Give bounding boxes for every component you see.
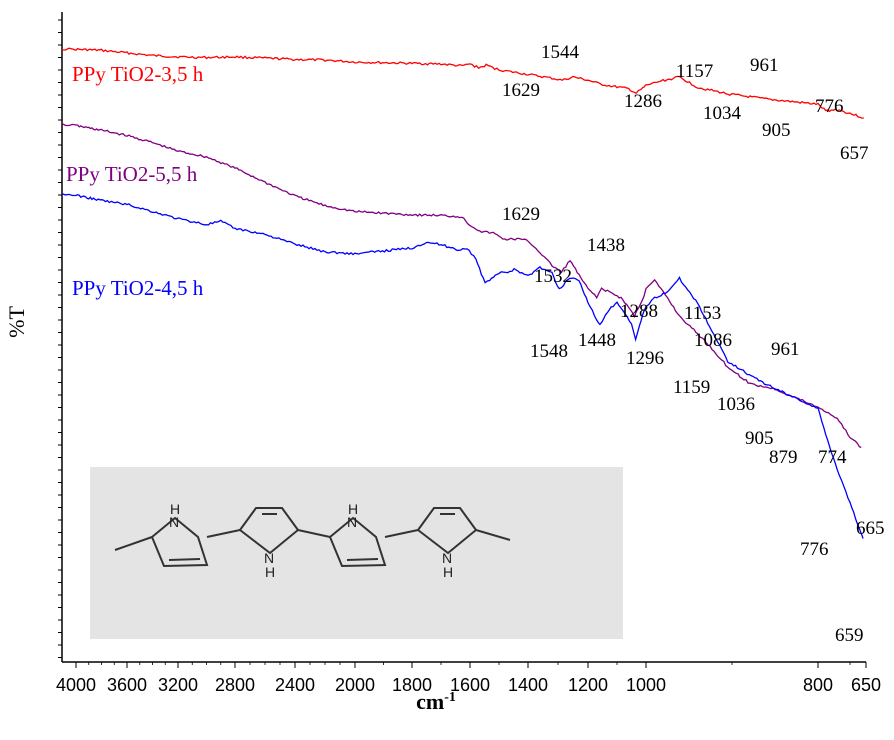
structure-panel bbox=[90, 467, 623, 639]
x-tick-label: 3200 bbox=[158, 675, 198, 695]
structure-h: H bbox=[443, 564, 453, 580]
peak-label: 1086 bbox=[694, 330, 732, 351]
x-axis-ticks: 4000 3600 3200 2800 2400 2000 1800 1600 1400 1200… bbox=[56, 662, 881, 695]
structure-n: N bbox=[264, 550, 274, 566]
peak-label: 665 bbox=[856, 518, 885, 539]
x-tick-label: 1600 bbox=[450, 675, 490, 695]
series-55h-line bbox=[61, 123, 862, 449]
y-axis-title: %T bbox=[4, 306, 29, 338]
peak-label: 776 bbox=[800, 539, 829, 560]
x-tick-label: 800 bbox=[803, 675, 833, 695]
structure-n: N bbox=[347, 514, 357, 530]
peak-label: 1544 bbox=[541, 42, 580, 63]
series-label-35h: PPy TiO2-3,5 h bbox=[72, 62, 204, 86]
peak-label: 1438 bbox=[587, 235, 625, 256]
x-tick-label: 2800 bbox=[215, 675, 255, 695]
peak-label: 1159 bbox=[673, 377, 710, 398]
x-tick-label: 4000 bbox=[56, 675, 96, 695]
x-tick-label: 650 bbox=[851, 675, 881, 695]
structure-n: N bbox=[442, 550, 452, 566]
peak-label: 1629 bbox=[502, 80, 540, 101]
structure-h: H bbox=[170, 501, 180, 517]
peak-label: 879 bbox=[769, 447, 798, 468]
peak-label: 1448 bbox=[578, 330, 616, 351]
series-layer bbox=[61, 47, 864, 539]
x-tick-label: 2400 bbox=[275, 675, 315, 695]
peak-label: 1153 bbox=[684, 303, 721, 324]
peak-label: 905 bbox=[745, 428, 774, 449]
peak-label: 1286 bbox=[624, 91, 662, 112]
y-axis-ticks bbox=[58, 19, 62, 658]
series-label-55h: PPy TiO2-5,5 h bbox=[66, 162, 198, 186]
series-label-45h: PPy TiO2-4,5 h bbox=[72, 276, 204, 300]
peak-label: 961 bbox=[750, 55, 779, 76]
peak-label: 1296 bbox=[626, 348, 664, 369]
series-35h-line bbox=[61, 47, 864, 119]
peak-label: 1629 bbox=[502, 204, 540, 225]
peak-label: 961 bbox=[771, 339, 800, 360]
x-tick-label: 1000 bbox=[626, 675, 666, 695]
peak-label: 657 bbox=[840, 143, 869, 164]
peak-label: 1532 bbox=[534, 266, 572, 287]
peak-label: 1288 bbox=[620, 301, 658, 322]
peak-label: 1157 bbox=[676, 61, 713, 82]
x-tick-label: 1400 bbox=[508, 675, 548, 695]
structure-h: H bbox=[348, 501, 358, 517]
x-tick-label: 1800 bbox=[392, 675, 432, 695]
series-45h-line bbox=[61, 193, 864, 539]
x-axis-title: cm-1 bbox=[416, 689, 456, 714]
peak-label: 774 bbox=[818, 447, 847, 468]
structure-n: N bbox=[169, 514, 179, 530]
peak-label: 905 bbox=[762, 120, 791, 141]
peak-label: 659 bbox=[835, 625, 864, 646]
peak-label: 1036 bbox=[717, 394, 755, 415]
structure-h: H bbox=[265, 564, 275, 580]
x-tick-label: 3600 bbox=[107, 675, 147, 695]
polypyrrole-structure: H N N H H N N H bbox=[90, 467, 623, 639]
peak-label: 776 bbox=[815, 96, 844, 117]
structure-bonds bbox=[114, 507, 511, 568]
peak-label: 1548 bbox=[530, 341, 568, 362]
x-tick-label: 2000 bbox=[335, 675, 375, 695]
x-tick-label: 1200 bbox=[568, 675, 608, 695]
peak-label: 1034 bbox=[703, 103, 742, 124]
